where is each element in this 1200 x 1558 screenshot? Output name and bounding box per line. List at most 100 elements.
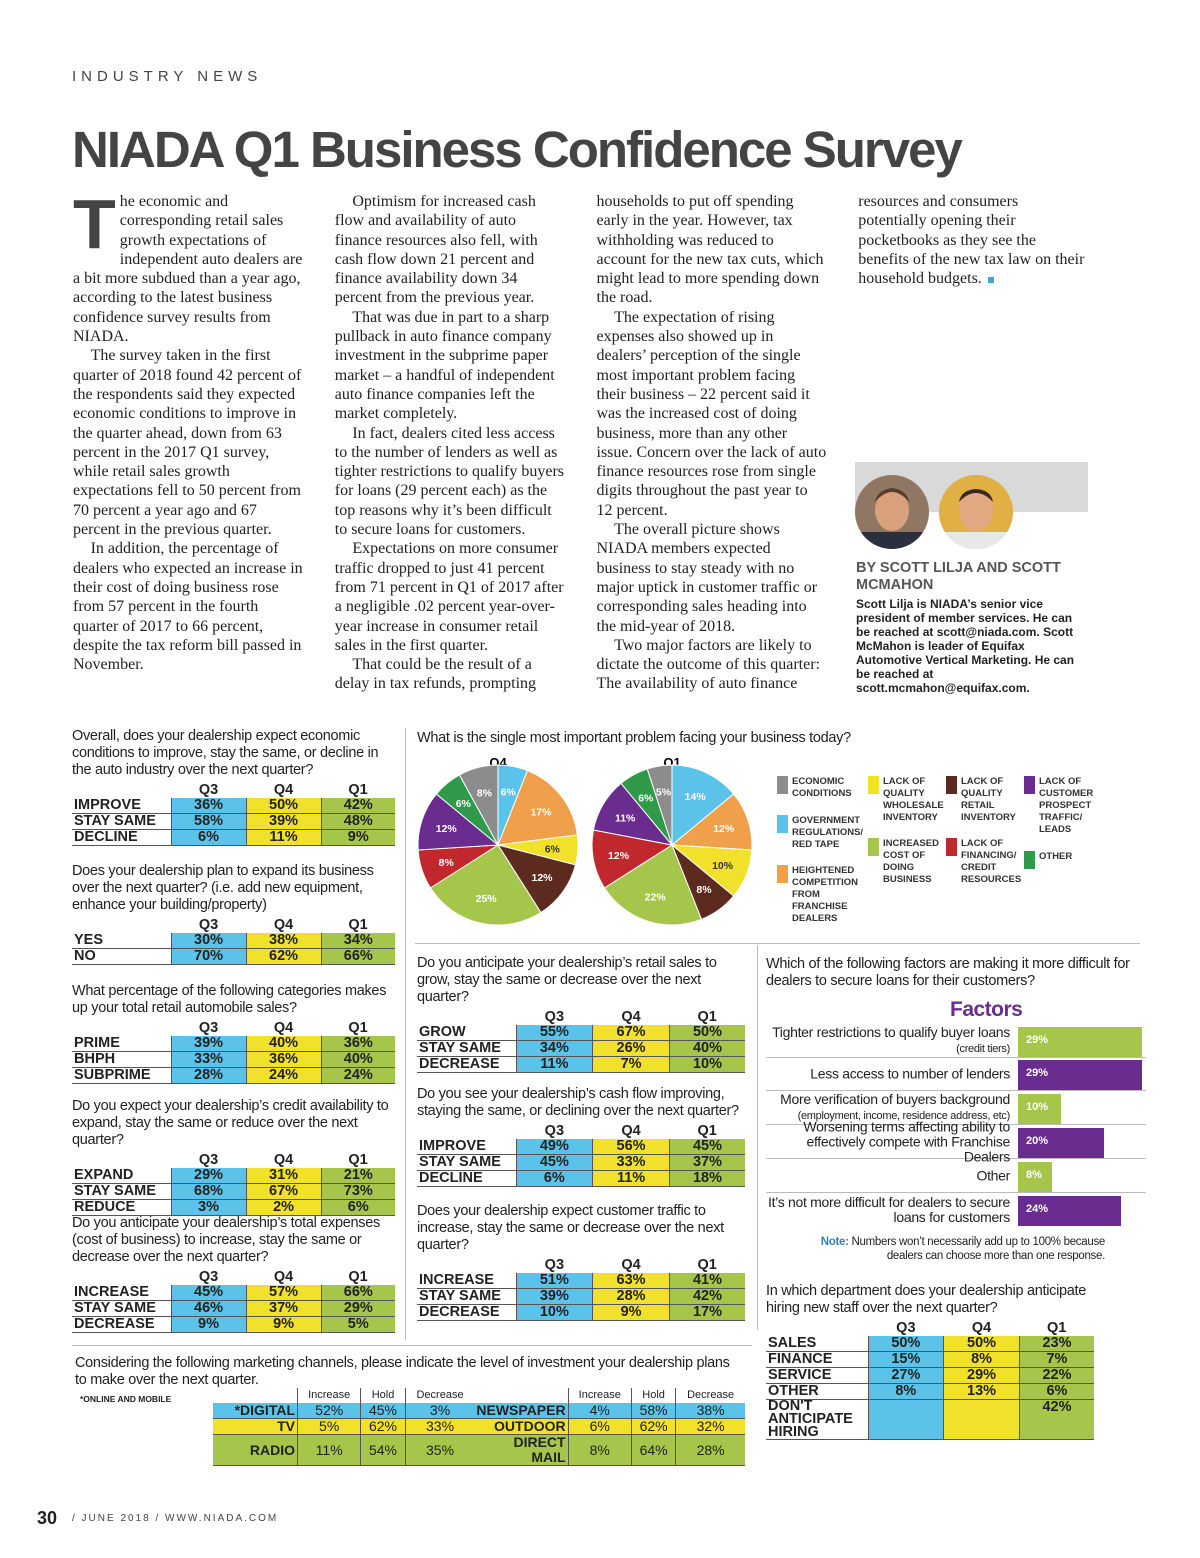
table-cell: 29% — [170, 1168, 247, 1184]
table-cell: 28% — [170, 1067, 247, 1084]
author-photos — [855, 475, 1013, 549]
table-row: SALES 50% 50% 23% — [766, 1336, 1094, 1352]
factor-value: 29% — [1026, 1034, 1049, 1046]
factor-bar — [1018, 1027, 1142, 1057]
header-spacer — [72, 1270, 171, 1285]
header-row: Q3 Q4 Q1 — [72, 1270, 395, 1285]
table-row: STAY SAME 58% 39% 48% — [72, 813, 395, 830]
table-cell: 6% — [567, 1418, 632, 1435]
header-spacer — [72, 1021, 171, 1036]
survey-table: Q3 Q4 Q1 INCREASE 45% 57% 66% STAY SAME 46% 37% 29… — [72, 1270, 395, 1333]
row-label: DECLINE — [72, 829, 171, 846]
paragraph: The overall picture shows NIADA members … — [596, 521, 818, 635]
table-row: GROW 55% 67% 50% — [417, 1025, 745, 1041]
legend-label: LACK OF QUALITY RETAIL INVENTORY — [961, 776, 1016, 823]
table-cell: 66% — [320, 1285, 395, 1301]
legend-item: INCREASED COST OF DOING BUSINESS — [868, 838, 948, 886]
pie-slice — [591, 829, 674, 889]
legend-swatch — [946, 838, 957, 856]
row-label: FINANCE — [766, 1351, 868, 1368]
footer-text: / JUNE 2018 / WWW.NIADA.COM — [72, 1513, 279, 1524]
pie-slice — [646, 764, 673, 846]
page-title: NIADA Q1 Business Confidence Survey — [72, 121, 963, 178]
table-cell: 24% — [320, 1067, 395, 1084]
table-row: DECLINE 6% 11% 9% — [72, 829, 395, 846]
table-cell: 11% — [515, 1056, 593, 1073]
legend-label: GOVERNMENT REGULATIONS/ RED TAPE — [792, 815, 864, 850]
header-row: Q3 Q4 Q1 — [417, 1010, 745, 1025]
column-header: Decrease — [404, 1388, 475, 1403]
legend-swatch — [777, 815, 788, 833]
table-cell: 8% — [943, 1351, 1020, 1368]
legend-swatch — [868, 838, 879, 856]
row-label: INCREASE — [417, 1273, 516, 1289]
slice-label: 22% — [645, 892, 667, 904]
column-header: Q3 — [544, 1009, 565, 1025]
column-header: Q4 — [971, 1320, 992, 1336]
row-label: STAY SAME — [72, 1300, 171, 1317]
factor-bar — [1018, 1196, 1121, 1226]
header-row: Increase Hold Decrease Increase Hold Decrease — [213, 1388, 745, 1403]
table-cell: 57% — [245, 1285, 322, 1301]
table-cell: 37% — [245, 1300, 322, 1317]
slice-label: 10% — [712, 860, 734, 872]
table-cell: 9% — [170, 1316, 247, 1333]
header-spacer — [474, 1388, 568, 1403]
table-cell: 41% — [668, 1273, 745, 1289]
row-label: TV — [213, 1418, 298, 1435]
question: Do you anticipate your dealership’s tota… — [72, 1215, 380, 1265]
factor-label: Tighter restrictions to qualify buyer lo… — [760, 1025, 1010, 1057]
table-cell — [943, 1399, 1020, 1440]
survey-table: Q3 Q4 Q1 IMPROVE 36% 50% 42% STAY SAME 58% 39% 48%… — [72, 783, 395, 846]
factor-row: Tighter restrictions to qualify buyer lo… — [766, 1025, 1146, 1058]
header-row: Q3 Q4 Q1 — [72, 1153, 395, 1168]
survey-table: Q3 Q4 Q1 SALES 50% 50% 23% FINANCE 15% 8% 7% SERVIC… — [766, 1321, 1094, 1440]
legend-swatch — [777, 776, 788, 794]
legend-label: LACK OF FINANCING/ CREDIT RESOURCES — [961, 838, 1022, 885]
factor-row: Other 8% — [766, 1160, 1146, 1193]
table-cell: 67% — [592, 1025, 670, 1041]
table-cell: 40% — [668, 1040, 745, 1057]
table-cell: 42% — [320, 798, 395, 814]
legend-swatch — [1024, 851, 1035, 869]
pie-slice — [458, 764, 499, 846]
table-cell: 45% — [170, 1285, 247, 1301]
column-header: Q1 — [348, 1269, 368, 1285]
table-cell: 22% — [1018, 1367, 1094, 1384]
row-label: IMPROVE — [72, 798, 171, 814]
divider — [757, 945, 758, 1330]
header-spacer — [417, 1010, 516, 1025]
legend-item: ECONOMIC CONDITIONS — [777, 776, 857, 800]
table-row: OTHER 8% 13% 6% — [766, 1383, 1094, 1400]
table-cell: 11% — [592, 1170, 670, 1187]
table-row: RADIO 11% 54% 35% DIRECT MAIL 8% 64% 28% — [213, 1434, 745, 1466]
legend-item: LACK OF QUALITY RETAIL INVENTORY — [946, 776, 1026, 824]
table-row: STAY SAME 39% 28% 42% — [417, 1288, 745, 1305]
byline: BY SCOTT LILJA AND SCOTT MCMAHON — [856, 560, 1061, 593]
legend-item: LACK OF FINANCING/ CREDIT RESOURCES — [946, 838, 1026, 886]
paragraph: That could be the result of a delay in t… — [334, 193, 824, 693]
header-row: Q3 Q4 Q1 — [766, 1321, 1094, 1336]
slice-label: 17% — [530, 807, 552, 819]
table-cell: 32% — [675, 1418, 745, 1435]
legend-swatch — [946, 776, 957, 794]
row-label: DECLINE — [417, 1170, 516, 1187]
header-spacer — [417, 1124, 516, 1139]
table-row: NO 70% 62% 66% — [72, 948, 395, 965]
legend-label: OTHER — [1039, 851, 1073, 862]
table-cell: 49% — [515, 1139, 593, 1155]
table-cell: 45% — [668, 1139, 745, 1155]
row-label: STAY SAME — [417, 1040, 516, 1057]
table-cell: 45% — [515, 1154, 593, 1171]
legend-label: HEIGHTENED COMPETITION FROM FRANCHISE DE… — [792, 865, 858, 924]
slice-label: 6% — [545, 843, 561, 855]
table-cell: 11% — [245, 829, 322, 846]
column-header: Q4 — [621, 1009, 641, 1025]
factor-value: 24% — [1026, 1203, 1049, 1215]
divider — [415, 943, 1140, 944]
row-label: STAY SAME — [417, 1154, 516, 1171]
slice-label: 6% — [638, 792, 654, 804]
row-label: STAY SAME — [72, 813, 171, 830]
paragraph: The expectation of rising expenses also … — [596, 308, 827, 519]
row-label: SERVICE — [766, 1367, 868, 1384]
